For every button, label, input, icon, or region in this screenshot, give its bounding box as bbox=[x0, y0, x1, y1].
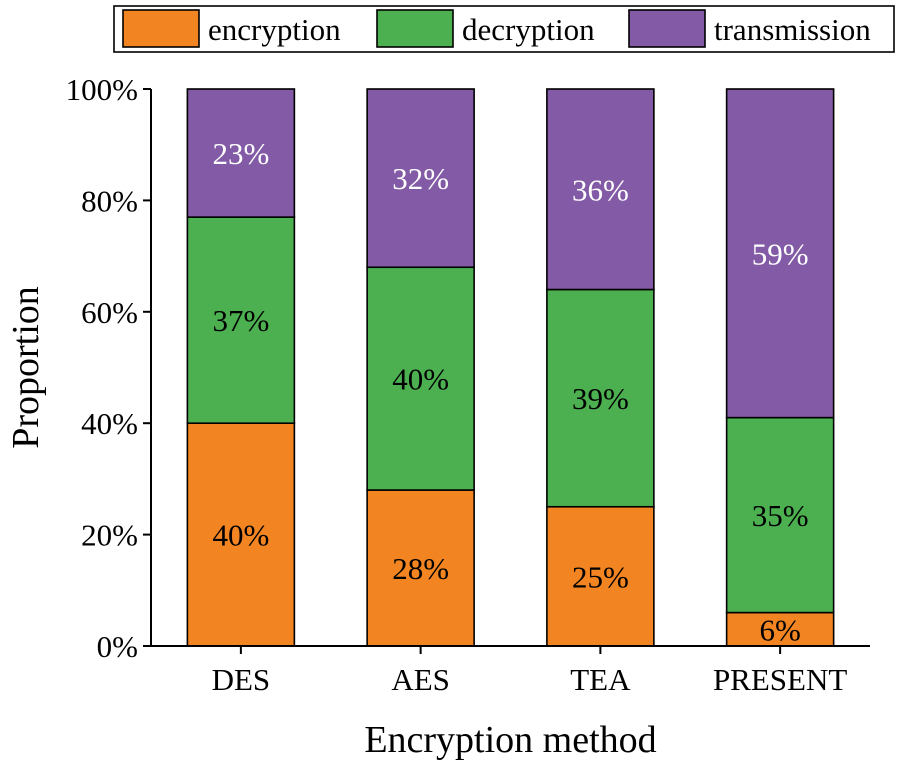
x-tick-label-tea: TEA bbox=[570, 662, 631, 697]
data-label-transmission-present: 59% bbox=[752, 236, 809, 271]
bar-transmission-present bbox=[725, 88, 835, 419]
y-tick-label: 80% bbox=[81, 183, 138, 218]
bar-encryption-present bbox=[725, 611, 835, 647]
data-label-encryption-des: 40% bbox=[212, 518, 269, 553]
legend-swatch-transmission bbox=[628, 9, 706, 48]
data-label-encryption-present: 6% bbox=[759, 612, 800, 647]
bar-encryption-des bbox=[186, 422, 296, 647]
bar-decryption-aes bbox=[366, 266, 475, 491]
bar-decryption-tea bbox=[546, 288, 655, 508]
bar-decryption-des bbox=[186, 216, 296, 424]
legend-label-encryption: encryption bbox=[208, 12, 341, 47]
data-label-transmission-des: 23% bbox=[212, 136, 269, 171]
x-tick-label-aes: AES bbox=[391, 662, 450, 697]
data-label-transmission-tea: 36% bbox=[572, 172, 629, 207]
x-tick-label-des: DES bbox=[212, 662, 271, 697]
bar-transmission-tea bbox=[546, 88, 655, 291]
y-tick-label: 0% bbox=[97, 629, 138, 664]
data-label-encryption-tea: 25% bbox=[572, 559, 629, 594]
data-label-decryption-present: 35% bbox=[752, 498, 809, 533]
data-label-transmission-aes: 32% bbox=[392, 161, 449, 196]
legend-swatch-encryption bbox=[122, 9, 200, 48]
y-axis-title: Proportion bbox=[5, 286, 47, 449]
data-label-decryption-aes: 40% bbox=[392, 362, 449, 397]
y-tick-label: 100% bbox=[66, 72, 138, 107]
bar-decryption-present bbox=[725, 416, 835, 614]
bar-transmission-des bbox=[186, 88, 296, 218]
data-label-decryption-tea: 39% bbox=[572, 381, 629, 416]
x-tick-label-present: PRESENT bbox=[713, 662, 847, 697]
legend-box bbox=[113, 5, 895, 53]
legend-swatch-decryption bbox=[376, 9, 454, 48]
x-axis-title: Encryption method bbox=[364, 719, 656, 761]
y-tick-label: 20% bbox=[81, 518, 138, 553]
legend-label-decryption: decryption bbox=[462, 12, 595, 47]
legend-label-transmission: transmission bbox=[714, 12, 871, 47]
bar-transmission-aes bbox=[366, 88, 475, 269]
data-label-encryption-aes: 28% bbox=[392, 551, 449, 586]
data-label-decryption-des: 37% bbox=[212, 303, 269, 338]
y-tick-label: 60% bbox=[81, 295, 138, 330]
y-tick-label: 40% bbox=[81, 406, 138, 441]
bar-encryption-aes bbox=[366, 489, 475, 647]
